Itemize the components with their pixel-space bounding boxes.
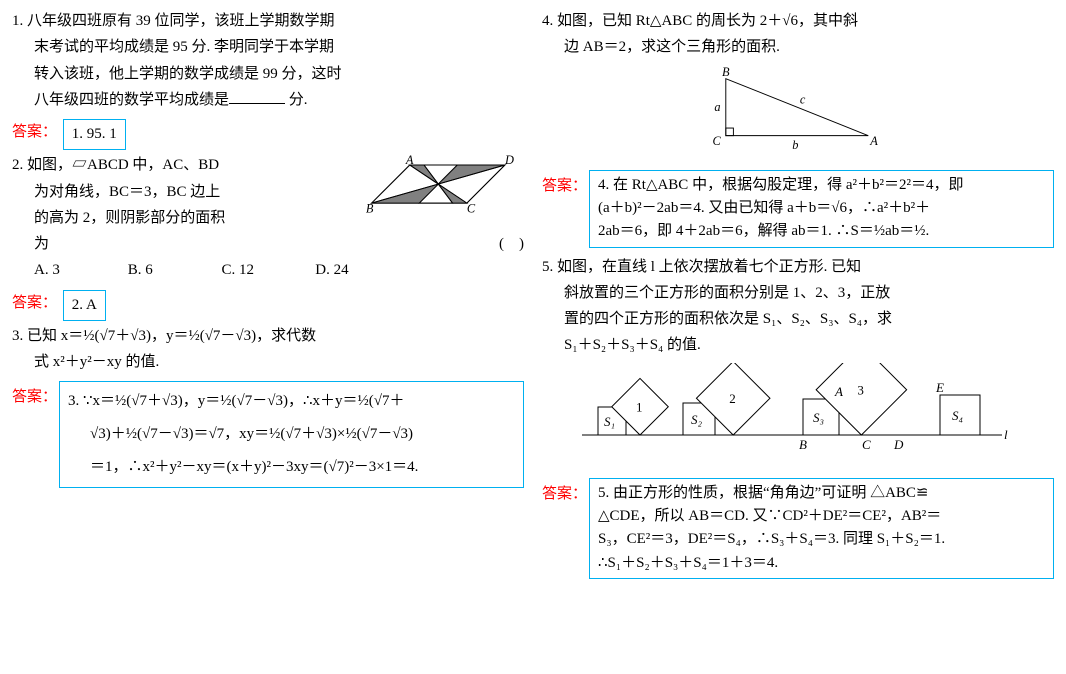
p1-line3: 转入该班，他上学期的数学成绩是 99 分，这时 <box>12 61 524 87</box>
svg-text:C: C <box>713 134 722 148</box>
p4-ans-l2: (a＋b)²－2ab＝4. 又由已知得 a＋b＝√6，∴a²＋b²＋ <box>598 197 1045 220</box>
p3-ans-l3: ＝1，∴x²＋y²－xy＝(x＋y)²－3xy＝(√7)²－3×1＝4. <box>68 451 515 484</box>
svg-text:A: A <box>869 134 878 148</box>
problem-1: 1. 八年级四班原有 39 位同学，该班上学期数学期 末考试的平均成绩是 95 … <box>12 8 524 113</box>
p5-ans-l1: 5. 由正方形的性质，根据“角角边”可证明 △ABC≌ <box>598 482 1045 505</box>
svg-text:l: l <box>1004 427 1008 442</box>
p2-l4-row: 为 ( ) <box>12 231 524 257</box>
p5-l4: S₁＋S₂＋S₃＋S₄ 的值. <box>542 332 1054 358</box>
p5-l1: 5. 如图，在直线 l 上依次摆放着七个正方形. 已知 <box>542 254 1054 280</box>
p3-ans-l2: √3)＋½(√7－√3)＝√7，xy＝½(√7＋√3)×½(√7－√3) <box>68 418 515 451</box>
p3-ans-l1: 3. ∵x＝½(√7＋√3)，y＝½(√7－√3)，∴x＋y＝½(√7＋ <box>68 385 515 418</box>
answer-box-3: 3. ∵x＝½(√7＋√3)，y＝½(√7－√3)，∴x＋y＝½(√7＋ √3)… <box>59 381 524 488</box>
p2-l1: 2. 如图，▱ABCD 中，AC、BD <box>12 152 356 178</box>
optA: A. 3 <box>34 257 124 283</box>
answer-label-1: 答案： <box>12 119 57 145</box>
svg-text:S₄: S₄ <box>952 408 964 423</box>
answer-label-5: 答案： <box>542 478 587 507</box>
left-column: 1. 八年级四班原有 39 位同学，该班上学期数学期 末考试的平均成绩是 95 … <box>12 8 524 585</box>
p5-answer-row: 答案： 5. 由正方形的性质，根据“角角边”可证明 △ABC≌ △CDE，所以 … <box>542 478 1054 579</box>
answer-label-4: 答案： <box>542 170 587 199</box>
answer-label-3: 答案： <box>12 381 57 410</box>
parallelogram-svg: A D B C <box>364 152 524 218</box>
svg-text:a: a <box>714 99 720 113</box>
p1-l4b: 分. <box>285 92 308 108</box>
p2-l4: 为 <box>34 231 49 257</box>
svg-text:A: A <box>405 153 414 167</box>
svg-text:B: B <box>799 437 807 452</box>
p2-figrow: 2. 如图，▱ABCD 中，AC、BD 为对角线，BC＝3，BC 边上 的高为 … <box>12 152 524 231</box>
answer-box-1: 1. 95. 1 <box>63 119 126 150</box>
svg-text:E: E <box>935 380 944 395</box>
p5-ans-l4: ∴S₁＋S₂＋S₃＋S₄＝1＋3＝4. <box>598 552 1045 575</box>
svg-text:D: D <box>504 153 514 167</box>
problem-4: 4. 如图，已知 Rt△ABC 的周长为 2＋√6，其中斜 边 AB＝2，求这个… <box>542 8 1054 164</box>
p1-line1: 1. 八年级四班原有 39 位同学，该班上学期数学期 <box>12 8 524 34</box>
p2-l3: 的高为 2，则阴影部分的面积 <box>12 205 356 231</box>
svg-text:A: A <box>834 384 843 399</box>
p1-line4: 八年级四班的数学平均成绩是 分. <box>12 87 524 113</box>
p2-answer-row: 答案： 2. A <box>12 290 524 321</box>
optD: D. 24 <box>315 257 385 283</box>
p5-l2: 斜放置的三个正方形的面积分别是 1、2、3，正放 <box>542 280 1054 306</box>
answer-label-2: 答案： <box>12 290 57 316</box>
p2-figure: A D B C <box>364 152 524 227</box>
p3-l2: 式 x²＋y²－xy 的值. <box>12 349 524 375</box>
optB: B. 6 <box>128 257 218 283</box>
p5-figure: l S₁ S₂ S₃ S₄ 1 2 3A B C D E <box>542 363 1054 472</box>
right-column: 4. 如图，已知 Rt△ABC 的周长为 2＋√6，其中斜 边 AB＝2，求这个… <box>542 8 1054 585</box>
svg-text:1: 1 <box>636 399 643 414</box>
answer-box-2: 2. A <box>63 290 106 321</box>
p2-text: 2. 如图，▱ABCD 中，AC、BD 为对角线，BC＝3，BC 边上 的高为 … <box>12 152 356 231</box>
answer-box-4: 4. 在 Rt△ABC 中，根据勾股定理，得 a²＋b²＝2²＝4，即 (a＋b… <box>589 170 1054 248</box>
svg-text:B: B <box>366 202 374 216</box>
svg-text:2: 2 <box>729 391 736 406</box>
svg-text:S₁: S₁ <box>604 414 615 429</box>
p5-ans-l2: △CDE，所以 AB＝CD. 又∵CD²＋DE²＝CE²，AB²＝ <box>598 505 1045 528</box>
svg-text:B: B <box>722 65 730 79</box>
svg-text:b: b <box>792 137 798 151</box>
problem-3: 3. 已知 x＝½(√7＋√3)，y＝½(√7－√3)，求代数 式 x²＋y²－… <box>12 323 524 376</box>
svg-text:D: D <box>893 437 904 452</box>
p4-figure: B C A a b c <box>542 65 1054 164</box>
p5-ans-l3: S₃，CE²＝3，DE²＝S₄，∴S₃＋S₄＝3. 同理 S₁＋S₂＝1. <box>598 528 1045 551</box>
p3-l1: 3. 已知 x＝½(√7＋√3)，y＝½(√7－√3)，求代数 <box>12 323 524 349</box>
p4-l1: 4. 如图，已知 Rt△ABC 的周长为 2＋√6，其中斜 <box>542 8 1054 34</box>
answer-box-5: 5. 由正方形的性质，根据“角角边”可证明 △ABC≌ △CDE，所以 AB＝C… <box>589 478 1054 579</box>
p4-answer-row: 答案： 4. 在 Rt△ABC 中，根据勾股定理，得 a²＋b²＝2²＝4，即 … <box>542 170 1054 248</box>
p5-l3: 置的四个正方形的面积依次是 S₁、S₂、S₃、S₄，求 <box>542 306 1054 332</box>
right-triangle-svg: B C A a b c <box>703 65 893 155</box>
seven-squares-svg: l S₁ S₂ S₃ S₄ 1 2 3A B C D E <box>578 363 1018 463</box>
svg-text:c: c <box>800 92 806 106</box>
problem-2: 2. 如图，▱ABCD 中，AC、BD 为对角线，BC＝3，BC 边上 的高为 … <box>12 152 524 283</box>
p1-answer-row: 答案： 1. 95. 1 <box>12 119 524 150</box>
p2-options: A. 3 B. 6 C. 12 D. 24 <box>12 257 524 283</box>
svg-text:3: 3 <box>857 382 864 397</box>
p2-l2: 为对角线，BC＝3，BC 边上 <box>12 179 356 205</box>
svg-text:C: C <box>862 437 871 452</box>
fill-blank <box>229 88 285 104</box>
p3-answer-row: 答案： 3. ∵x＝½(√7＋√3)，y＝½(√7－√3)，∴x＋y＝½(√7＋… <box>12 381 524 488</box>
svg-text:S₂: S₂ <box>691 412 703 427</box>
svg-text:C: C <box>467 202 476 216</box>
optC: C. 12 <box>222 257 312 283</box>
p4-ans-l3: 2ab＝6，即 4＋2ab＝6，解得 ab＝1. ∴S＝½ab＝½. <box>598 220 1045 243</box>
p1-l4a: 八年级四班的数学平均成绩是 <box>34 92 229 108</box>
problem-5: 5. 如图，在直线 l 上依次摆放着七个正方形. 已知 斜放置的三个正方形的面积… <box>542 254 1054 472</box>
svg-text:S₃: S₃ <box>813 410 824 425</box>
p4-ans-l1: 4. 在 Rt△ABC 中，根据勾股定理，得 a²＋b²＝2²＝4，即 <box>598 174 1045 197</box>
p2-paren: ( ) <box>499 231 524 257</box>
p1-line2: 末考试的平均成绩是 95 分. 李明同学于本学期 <box>12 34 524 60</box>
p4-l2: 边 AB＝2，求这个三角形的面积. <box>542 34 1054 60</box>
